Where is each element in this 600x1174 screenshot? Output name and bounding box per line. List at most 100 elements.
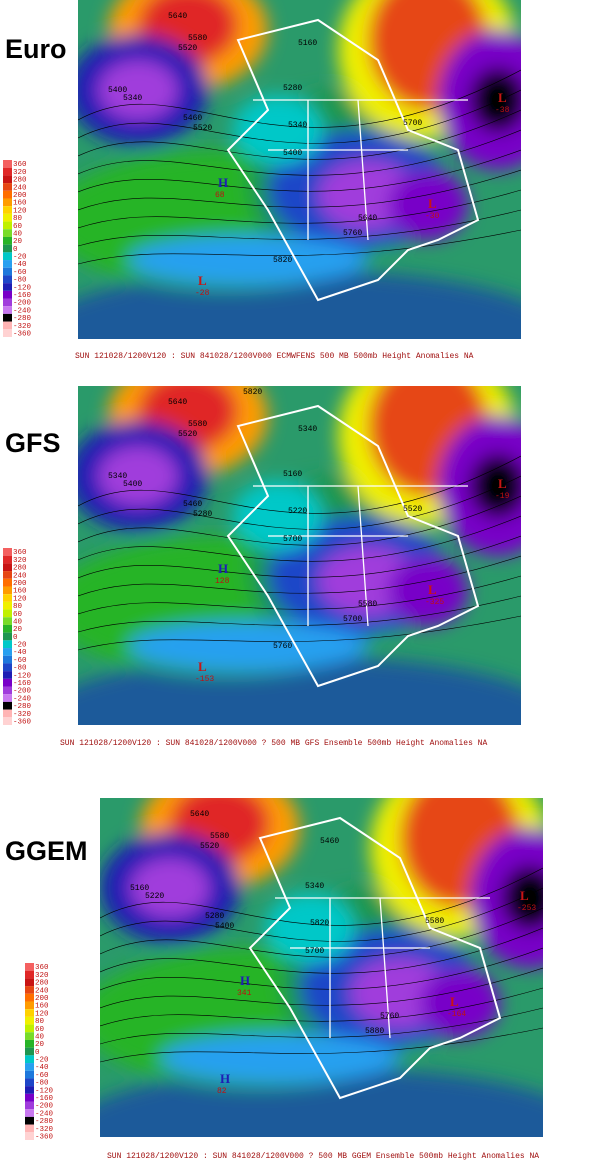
legend-label: 200 [35, 995, 49, 1003]
legend-label: 60 [35, 1026, 45, 1034]
legend-swatch [25, 1047, 34, 1056]
contour [78, 495, 521, 546]
legend-swatch [3, 213, 12, 222]
contour-label: 5880 [365, 1027, 384, 1036]
anomaly [470, 68, 521, 132]
legend-label: -200 [13, 688, 32, 696]
contour [78, 209, 521, 247]
contour-label: 5820 [243, 388, 262, 397]
center-value: -164 [447, 1010, 466, 1019]
contour [100, 987, 543, 1027]
legend-swatch [3, 198, 12, 207]
legend-swatch [25, 1070, 34, 1079]
map: 5640558055205340540054605280534051605220… [78, 386, 521, 725]
contour-label: 5640 [168, 398, 187, 407]
legend-swatch [3, 571, 12, 579]
contour-label: 5760 [343, 229, 362, 238]
legend-label: -160 [35, 1095, 54, 1103]
contour-label: 5340 [123, 94, 142, 103]
center-letter: L [450, 994, 459, 1009]
legend-swatch [3, 671, 12, 679]
legend-label: 20 [13, 626, 23, 634]
center-value: 68 [215, 191, 225, 200]
legend-label: 20 [35, 1041, 45, 1049]
legend-swatch [3, 632, 12, 641]
legend-label: -160 [13, 680, 32, 688]
legend-label: 40 [13, 230, 23, 238]
legend-label: -360 [13, 331, 32, 339]
legend-swatch [3, 183, 12, 191]
legend-label: 280 [13, 565, 27, 573]
legend-swatch [3, 563, 12, 572]
legend-swatch [3, 252, 12, 261]
anomaly [388, 170, 468, 240]
legend-label: 240 [13, 184, 27, 192]
legend-label: -360 [13, 719, 32, 727]
model-label: GGEM [5, 836, 88, 866]
anomaly [502, 866, 543, 930]
legend-swatch [3, 298, 12, 307]
legend-swatch [25, 1116, 34, 1125]
center-value: -38 [495, 106, 510, 115]
legend-label: 240 [13, 572, 27, 580]
legend-swatch [3, 275, 12, 284]
contour-label: 5760 [273, 642, 292, 651]
legend-label: -40 [13, 649, 27, 657]
legend-label: 200 [13, 580, 27, 588]
legend-swatch [25, 1078, 34, 1087]
legend-swatch [3, 329, 12, 337]
center-letter: H [218, 175, 228, 190]
anomaly [78, 656, 521, 725]
contour-label: 5220 [288, 507, 307, 516]
center-value: -28 [195, 289, 210, 298]
legend-swatch [3, 648, 12, 656]
legend-label: -200 [35, 1103, 54, 1111]
contour-label: 5820 [273, 256, 292, 265]
legend-swatch [3, 678, 12, 687]
legend-label: 320 [13, 557, 27, 565]
contour-label: 5340 [108, 472, 127, 481]
contour-label: 5160 [130, 884, 149, 893]
anomaly [160, 1033, 400, 1083]
legend-label: -240 [13, 307, 32, 315]
contour [100, 1007, 543, 1045]
legend-label: 320 [35, 972, 49, 980]
legend-label: 280 [35, 980, 49, 988]
coastline [248, 816, 502, 1100]
legend-swatch [25, 1132, 34, 1140]
contour [78, 69, 521, 128]
caption: SUN 121028/1200V120 : SUN 841028/1200V00… [75, 352, 474, 361]
center-value: 82 [217, 1087, 227, 1096]
legend-swatch [3, 260, 12, 268]
contour-label: 5220 [145, 892, 164, 901]
legend-label: -60 [35, 1072, 49, 1080]
map-panel: 5640558055205400534054605520516052805340… [78, 0, 521, 339]
contour [100, 867, 543, 926]
contour-label: 5340 [305, 882, 324, 891]
legend-swatch [3, 709, 12, 718]
contour-label: 5340 [288, 121, 307, 130]
contour [100, 907, 543, 958]
legend-label: 0 [13, 634, 18, 642]
legend-label: 160 [35, 1003, 49, 1011]
legend-swatch [3, 206, 12, 214]
contour-label: 5520 [178, 44, 197, 53]
borders [253, 99, 468, 241]
legend-swatch [3, 717, 12, 725]
legend-label: -320 [35, 1126, 54, 1134]
model-label: GFS [5, 428, 61, 458]
contour [100, 967, 543, 1009]
anomaly [128, 621, 368, 671]
center-letter: H [220, 1071, 230, 1086]
contour [78, 169, 521, 211]
contour [78, 89, 521, 144]
legend-swatch [3, 663, 12, 672]
legend-swatch [25, 1109, 34, 1117]
legend-label: 60 [13, 611, 23, 619]
legend-label: 40 [35, 1033, 45, 1041]
contour-label: 5520 [403, 505, 422, 514]
legend-swatch [3, 267, 12, 276]
contour [100, 887, 543, 942]
anomaly [128, 235, 368, 285]
legend-label: -40 [13, 261, 27, 269]
